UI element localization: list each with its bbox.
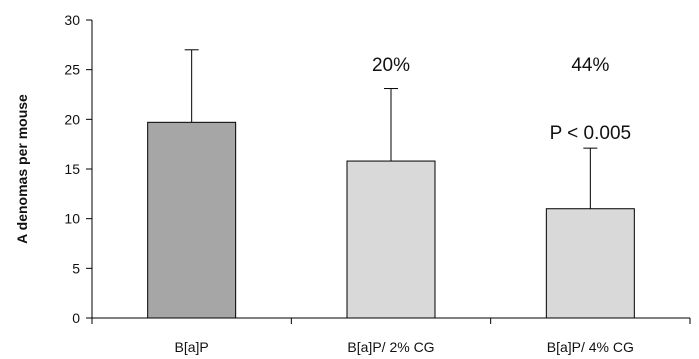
- x-category-label: B[a]P: [175, 339, 209, 355]
- annotation-label: P < 0.005: [550, 123, 632, 144]
- y-tick-label: 5: [72, 260, 80, 276]
- y-axis-label: A denomas per mouse: [14, 94, 30, 244]
- y-tick-label: 10: [64, 211, 80, 227]
- y-tick-label: 15: [64, 161, 80, 177]
- y-tick-label: 0: [72, 310, 80, 326]
- x-category-label: B[a]P/ 2% CG: [347, 339, 434, 355]
- y-tick-label: 25: [64, 62, 80, 78]
- y-tick-label: 20: [64, 111, 80, 127]
- bar-2: [346, 160, 436, 319]
- chart-bars: [147, 49, 635, 319]
- annotation-label: 20%: [372, 55, 410, 76]
- bar-3: [545, 208, 635, 319]
- bar-1: [147, 121, 237, 319]
- x-category-label: B[a]P/ 4% CG: [547, 339, 634, 355]
- y-tick-label: 30: [64, 12, 80, 28]
- annotation-label: 44%: [571, 55, 609, 76]
- chart-labels: 0 5 10 15 20 25 30 B[a]P B[a]P/ 2% CG B[a]P/ 4% C…: [64, 12, 633, 355]
